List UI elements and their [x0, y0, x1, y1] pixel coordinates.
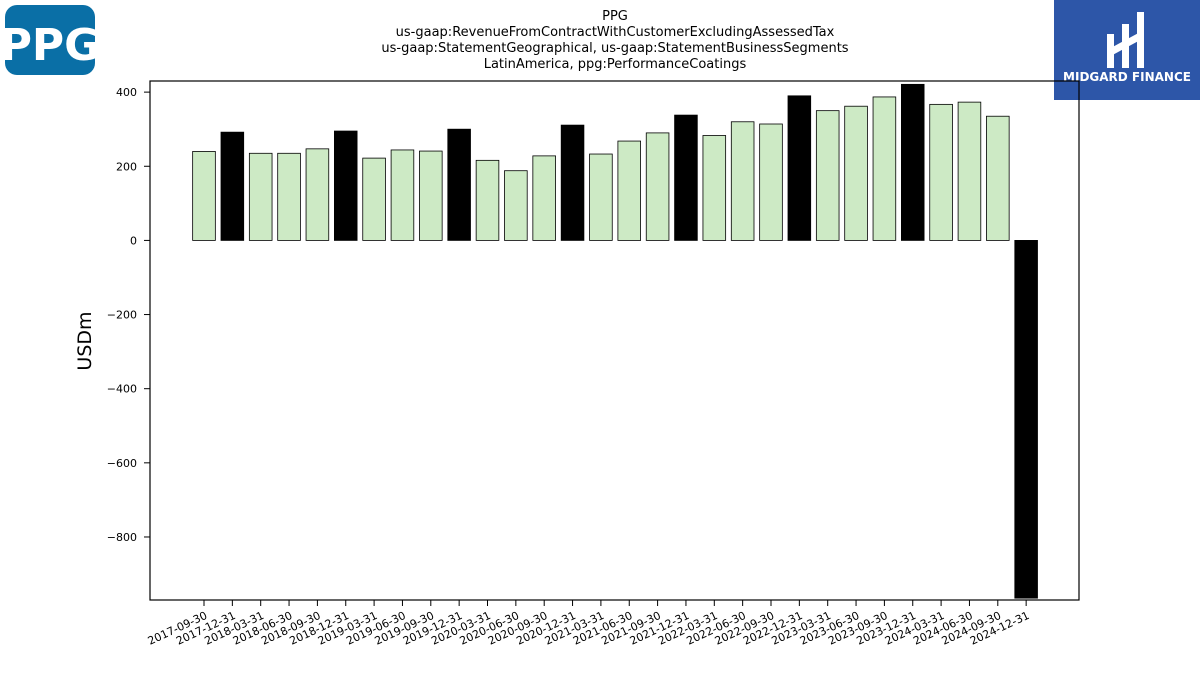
bar [844, 105, 868, 241]
bar [220, 131, 245, 241]
y-axis: 400 200 0 −200 −400 −600 −800 [107, 86, 150, 544]
bar [702, 135, 727, 241]
ppg-logo-text: PPG [0, 20, 100, 71]
bar [901, 83, 925, 241]
chart-title: PPG us-gaap:RevenueFromContractWithCusto… [381, 9, 848, 72]
y-tick-label: −400 [107, 383, 137, 396]
bar [730, 121, 755, 241]
bar [1014, 240, 1038, 599]
bar [674, 114, 698, 241]
bar [617, 140, 642, 241]
bar [872, 96, 897, 241]
bar [390, 149, 415, 241]
bar [362, 157, 386, 241]
chart-title-line-2: us-gaap:RevenueFromContractWithCustomerE… [396, 25, 835, 40]
bar [957, 101, 982, 241]
y-tick-label: 400 [116, 86, 137, 99]
y-tick-label: −200 [107, 309, 137, 322]
chart-title-line-3: us-gaap:StatementGeographical, us-gaap:S… [381, 41, 848, 56]
midgard-logo-text: MIDGARD FINANCE [1063, 70, 1191, 84]
bar [504, 170, 528, 241]
bar [787, 95, 812, 241]
midgard-finance-logo: MIDGARD FINANCE [1054, 0, 1200, 100]
bar [815, 110, 840, 241]
bar [589, 153, 613, 241]
ppg-logo: PPG [0, 5, 100, 75]
bar [532, 155, 556, 241]
bar [475, 159, 500, 241]
bar [419, 150, 443, 241]
bar [645, 132, 670, 241]
y-tick-label: 0 [130, 234, 137, 247]
ppg-logo-background [5, 5, 95, 75]
bars [192, 83, 1038, 599]
x-axis: 2017-09-302017-12-312018-03-312018-06-30… [146, 600, 1031, 648]
plot-frame [149, 80, 1080, 601]
midgard-emblem-icon [1107, 12, 1144, 68]
y-tick-label: −600 [107, 457, 137, 470]
bar [248, 152, 273, 241]
chart-title-line-1: PPG [602, 9, 628, 24]
y-axis-label: USDm [74, 311, 96, 370]
bar [447, 128, 471, 241]
bar [560, 124, 585, 241]
bar [277, 152, 301, 241]
bar [192, 151, 216, 241]
bar [305, 148, 330, 241]
bar [759, 123, 783, 241]
bar [929, 103, 953, 241]
y-tick-label: 200 [116, 160, 137, 173]
bar [986, 115, 1010, 241]
y-tick-label: −800 [107, 531, 137, 544]
chart-title-line-4: LatinAmerica, ppg:PerformanceCoatings [484, 57, 747, 72]
bar [333, 130, 358, 241]
